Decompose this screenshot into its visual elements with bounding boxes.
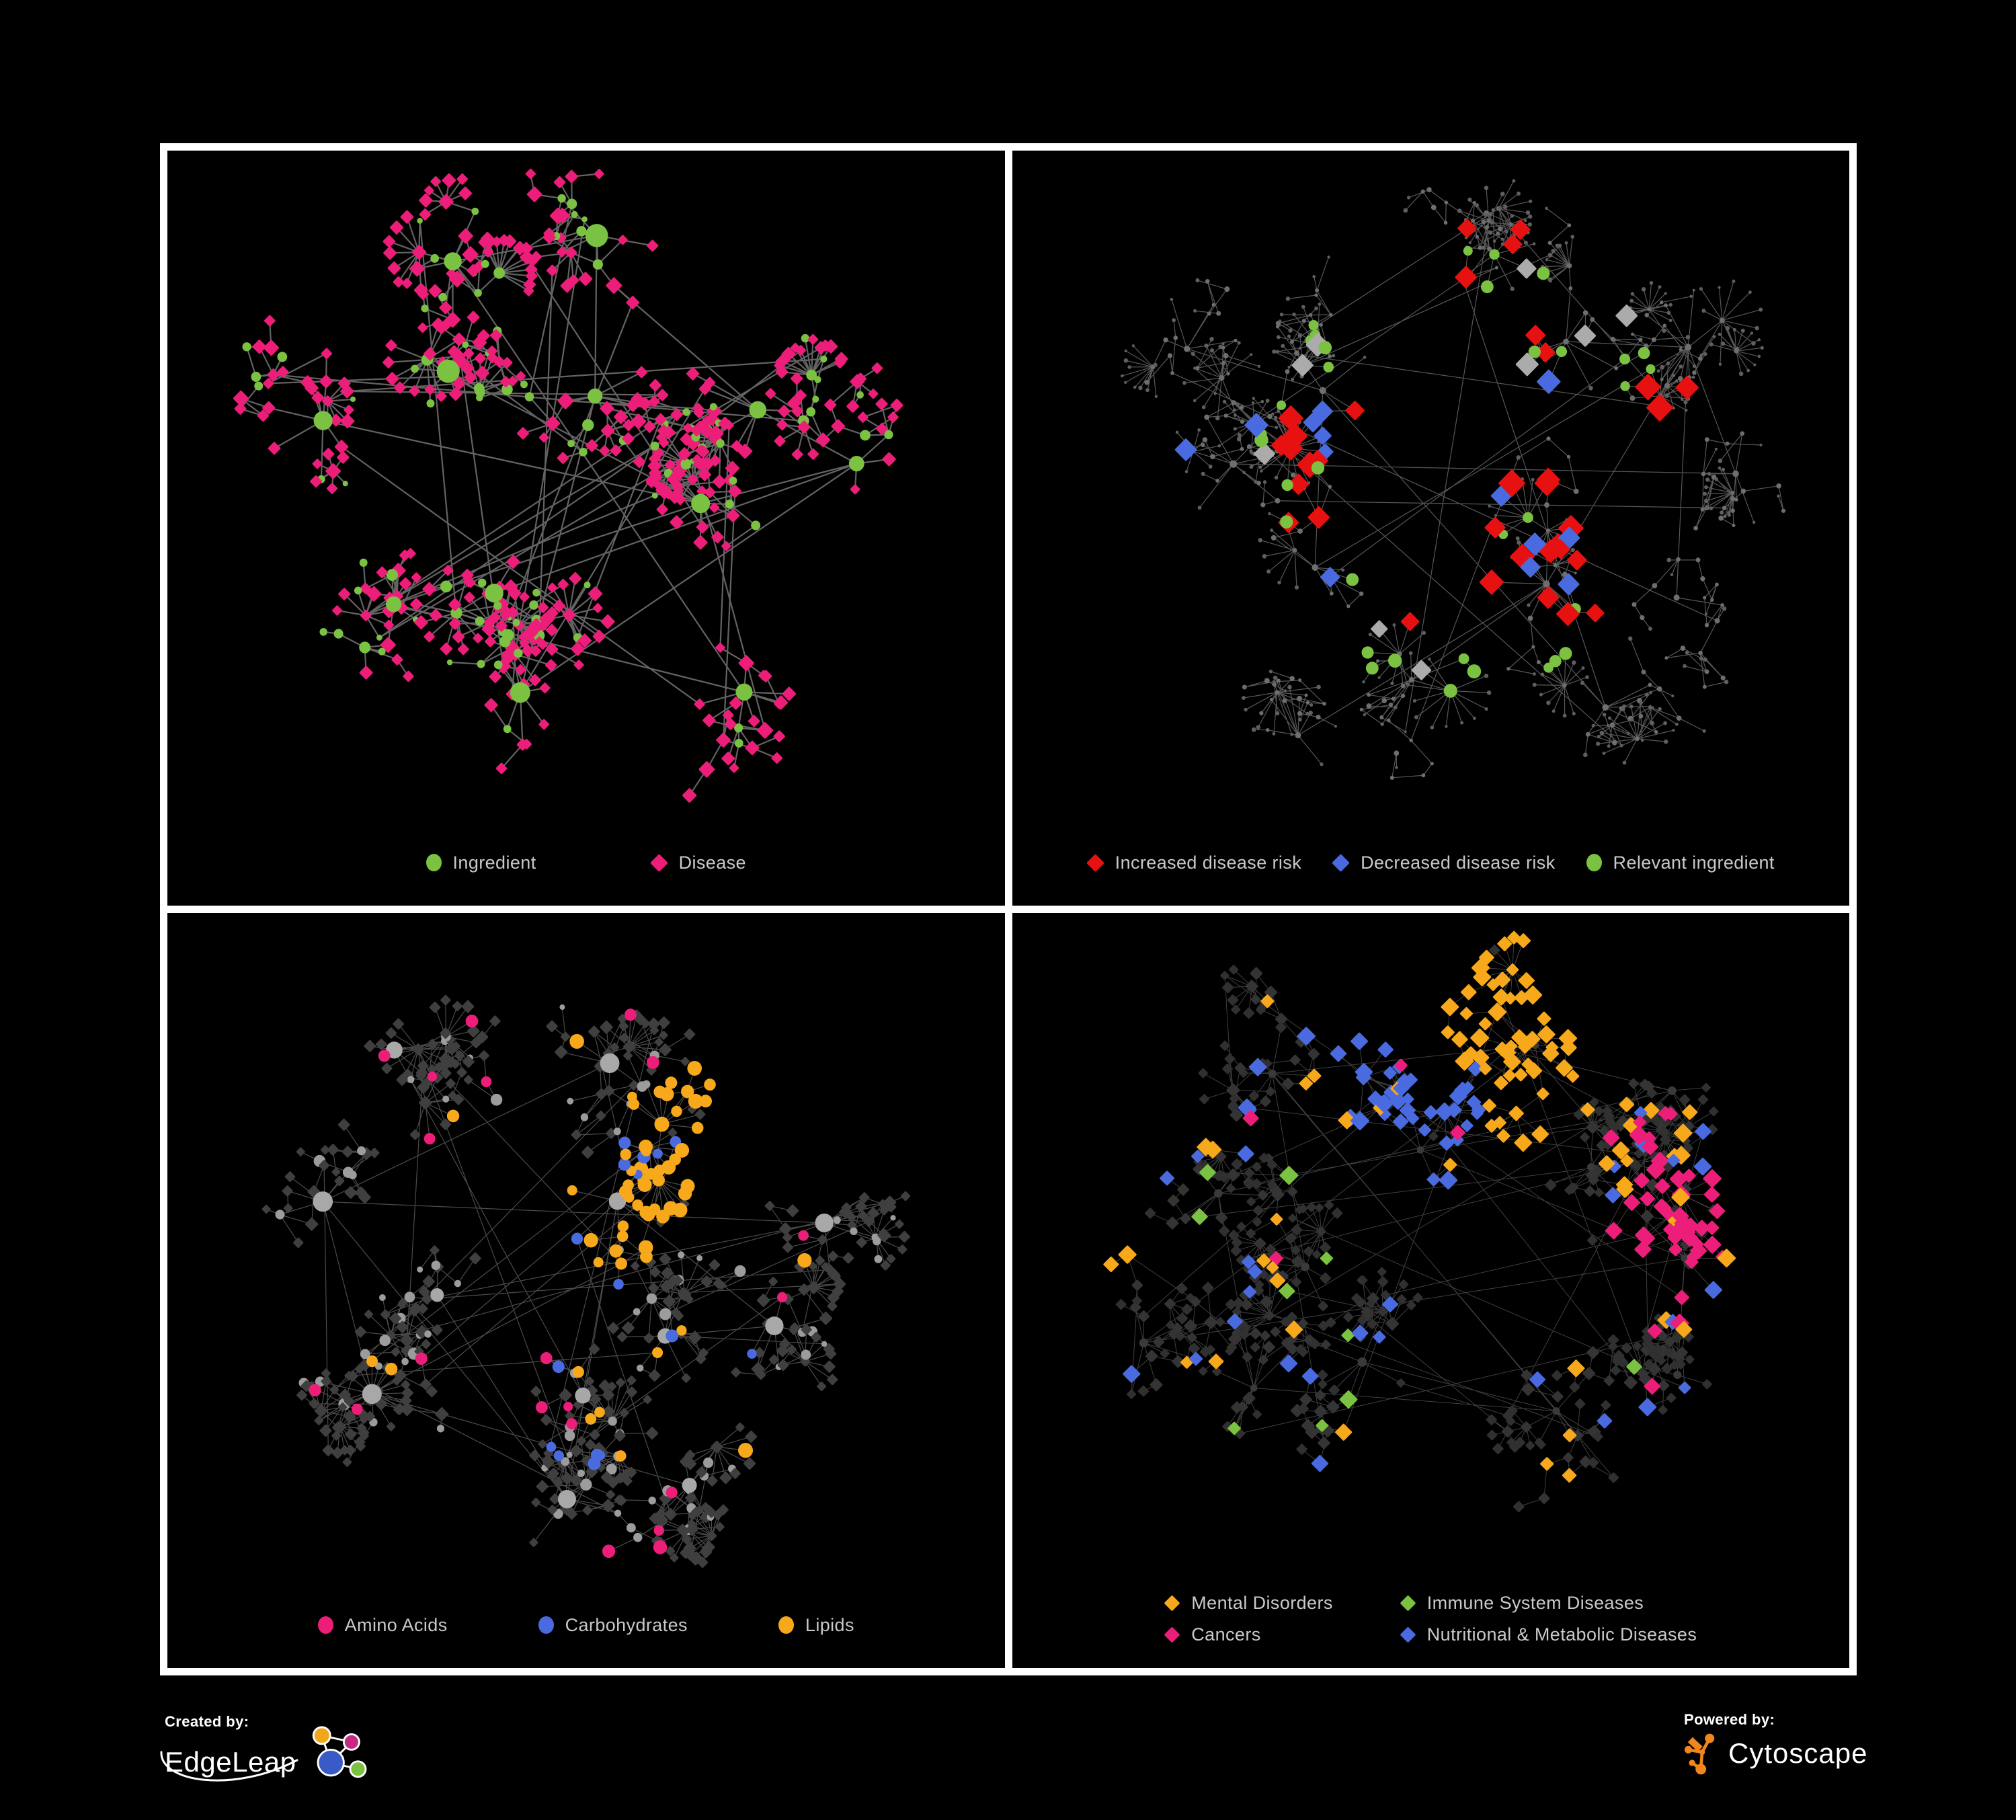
legend-label: Nutritional & Metabolic Diseases <box>1426 1624 1697 1645</box>
legend-swatch-circle <box>778 1616 794 1634</box>
cytoscape-logo-text: Cytoscape <box>1728 1737 1868 1769</box>
legend-label: Cancers <box>1191 1624 1261 1645</box>
legend-swatch-circle <box>538 1616 554 1634</box>
edgeleap-logo-icon <box>312 1726 366 1778</box>
legend-label: Mental Disorders <box>1191 1593 1333 1613</box>
legend-disease-risk: Increased disease risk Decreased disease … <box>1012 842 1850 906</box>
legend-item: Mental Disorders <box>1164 1593 1332 1614</box>
legend-item: Increased disease risk <box>1086 852 1302 873</box>
legend-ingredient-disease: Ingredient Disease <box>167 842 1005 906</box>
legend-swatch-diamond <box>1332 853 1350 872</box>
legend-item: Cancers <box>1164 1624 1332 1645</box>
legend-label: Increased disease risk <box>1115 852 1302 873</box>
legend-label: Lipids <box>805 1614 854 1635</box>
created-by-label: Created by: <box>165 1713 249 1730</box>
legend-item: Nutritional & Metabolic Diseases <box>1400 1624 1697 1645</box>
network-canvas-nutrient-classes <box>261 994 911 1569</box>
legend-item: Immune System Diseases <box>1400 1593 1697 1614</box>
legend-swatch-diamond <box>1086 853 1104 872</box>
powered-by-block: Powered by: Cytos <box>1684 1711 1867 1776</box>
legend-item: Lipids <box>778 1615 854 1636</box>
legend-item: Ingredient <box>426 853 536 873</box>
legend-swatch-diamond <box>649 853 668 872</box>
legend-swatch-diamond <box>1164 1626 1180 1643</box>
legend-label: Carbohydrates <box>565 1614 688 1635</box>
legend-label: Decreased disease risk <box>1361 852 1556 873</box>
edgeleap-logo-text: EdgeLeap <box>165 1745 296 1778</box>
legend-disease-classes: Mental Disorders Immune System Diseases Ca… <box>1012 1593 1850 1668</box>
legend-item: Decreased disease risk <box>1332 853 1555 873</box>
legend-swatch-diamond <box>1400 1595 1416 1612</box>
legend-swatch-circle <box>426 854 442 871</box>
panel-nutrient-classes: Amino Acids Carbohydrates Lipids <box>167 913 1005 1668</box>
legend-label: Relevant ingredient <box>1613 852 1775 873</box>
created-by-block: Created by: EdgeLeap <box>165 1713 373 1790</box>
panel-ingredient-disease: Ingredient Disease <box>167 151 1005 906</box>
legend-item: Relevant ingredient <box>1586 853 1775 873</box>
legend-item: Amino Acids <box>317 1614 448 1636</box>
legend-label: Disease <box>678 852 746 873</box>
legend-swatch-circle <box>1586 854 1602 871</box>
legend-label: Amino Acids <box>344 1614 448 1635</box>
legend-swatch-circle <box>317 1616 333 1634</box>
legend-nutrient-classes: Amino Acids Carbohydrates Lipids <box>167 1605 1005 1668</box>
legend-swatch-diamond <box>1164 1595 1180 1612</box>
legend-label: Ingredient <box>452 852 536 873</box>
panel-grid: Ingredient Disease Increased disease risk… <box>160 143 1857 1675</box>
cytoscape-logo-icon <box>1684 1733 1715 1775</box>
network-canvas-disease-risk <box>1120 179 1785 780</box>
legend-item: Disease <box>649 852 746 873</box>
legend-label: Immune System Diseases <box>1426 1593 1644 1613</box>
network-canvas-ingredient-disease <box>233 168 903 803</box>
network-canvas-disease-classes <box>1102 931 1736 1513</box>
powered-by-label: Powered by: <box>1684 1711 1775 1728</box>
panel-disease-classes: Mental Disorders Immune System Diseases Ca… <box>1012 913 1850 1668</box>
legend-item: Carbohydrates <box>538 1615 688 1636</box>
panel-disease-risk: Increased disease risk Decreased disease … <box>1012 151 1850 906</box>
legend-swatch-diamond <box>1400 1626 1416 1643</box>
